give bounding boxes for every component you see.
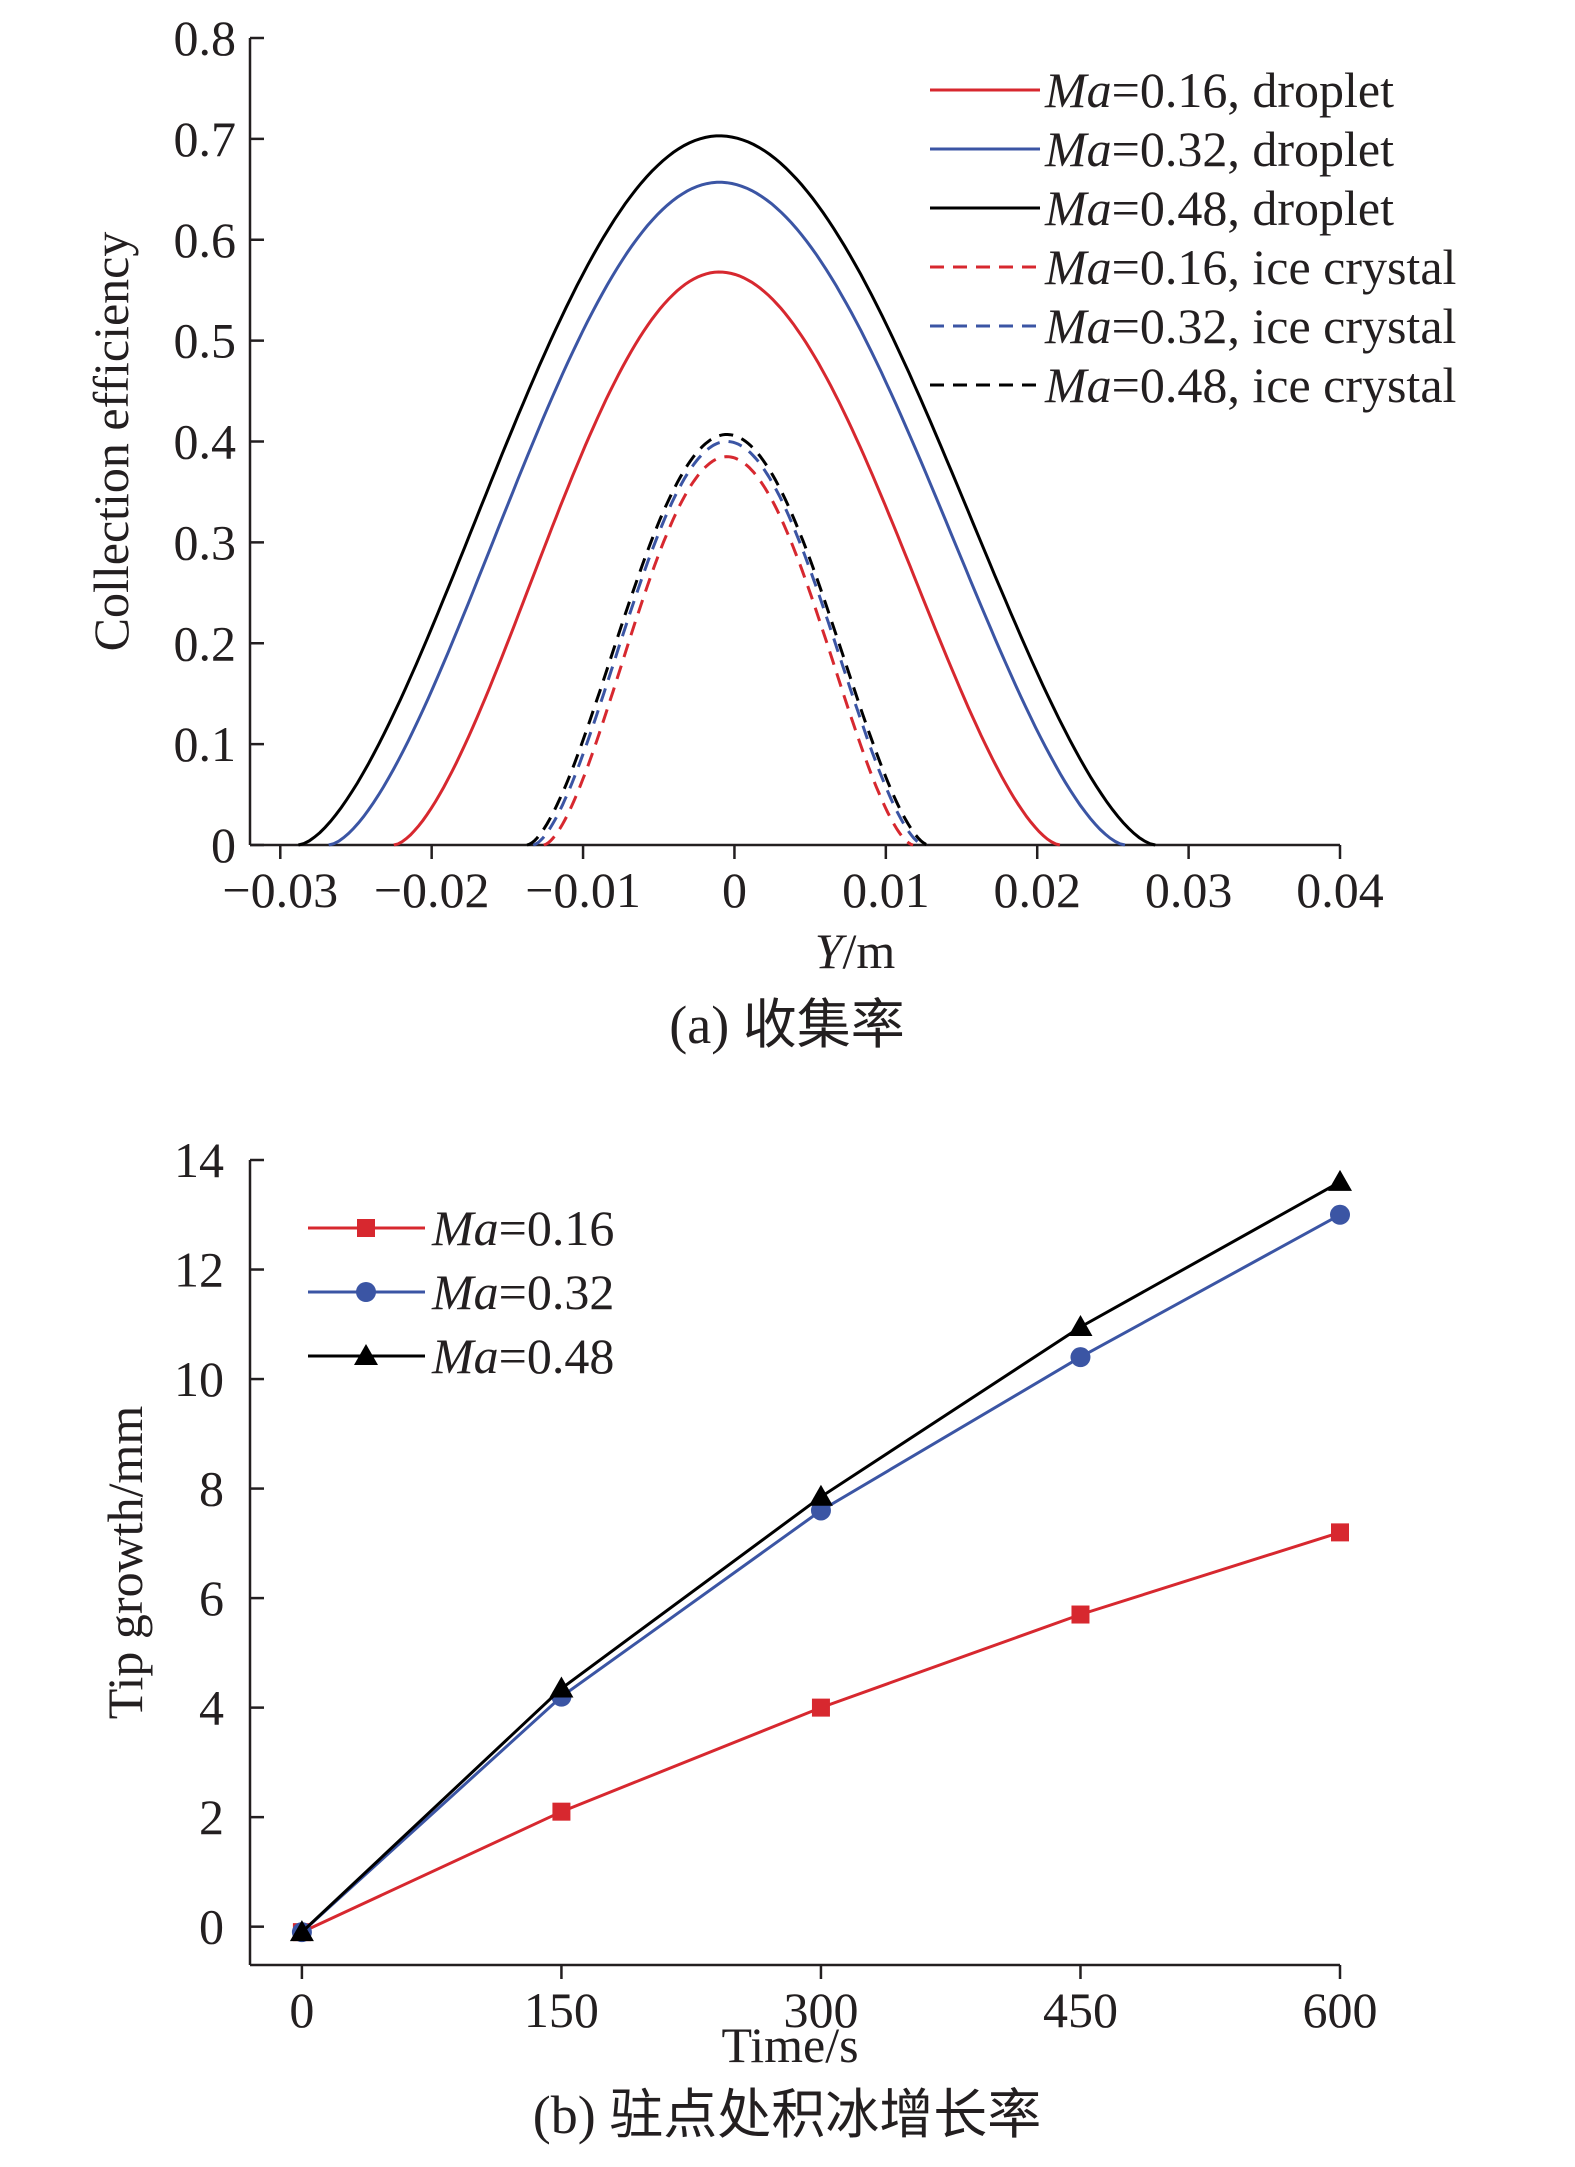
chart-b-series-3-point xyxy=(1328,1169,1352,1191)
chart-a-legend-label: Ma=0.32, droplet xyxy=(1044,121,1394,177)
chart-b-series-3-point xyxy=(1068,1315,1093,1337)
chart-b-caption: (b) 驻点处积冰增长率 xyxy=(533,2085,1041,2145)
chart-a-y-tick-label: 0.7 xyxy=(174,111,237,167)
chart-b-x-tick-label: 150 xyxy=(524,1982,599,2038)
chart-a-y-tick-label: 0 xyxy=(211,817,236,873)
chart-b-y-tick-label: 10 xyxy=(174,1351,224,1407)
chart-a-x-tick-label: −0.02 xyxy=(374,862,490,918)
chart-b-legend-label: Ma=0.48 xyxy=(431,1328,614,1384)
chart-b-legend-label: Ma=0.32 xyxy=(431,1264,614,1320)
chart-b-legend-marker xyxy=(357,1219,375,1237)
chart-b-series-3-point xyxy=(289,1920,314,1942)
chart-a-y-tick-label: 0.8 xyxy=(174,10,237,66)
chart-a-y-tick-label: 0.6 xyxy=(174,212,237,268)
chart-a-x-tick-label: 0 xyxy=(722,862,747,918)
chart-b-x-axis-label: Time/s xyxy=(721,2017,858,2073)
chart-a-series-2 xyxy=(328,180,1126,847)
chart-a-series-5 xyxy=(532,440,925,847)
chart-a-x-tick-label: −0.03 xyxy=(222,862,338,918)
chart-a-x-axis-label: Y/m xyxy=(815,923,896,979)
chart-a-series-6 xyxy=(526,433,929,847)
chart-a-legend-label: Ma=0.48, ice crystal xyxy=(1044,357,1456,413)
chart-a-y-tick-label: 0.1 xyxy=(174,716,237,772)
chart-b-y-tick-label: 14 xyxy=(174,1132,224,1188)
chart-b-x-tick-label: 0 xyxy=(289,1982,314,2038)
chart-b-series-1-point xyxy=(1071,1605,1090,1624)
chart-b-legend-marker xyxy=(356,1282,376,1302)
chart-b-y-tick-label: 4 xyxy=(199,1680,224,1736)
chart-a-x-tick-label: 0.01 xyxy=(842,862,930,918)
chart-b-y-tick-label: 0 xyxy=(199,1899,224,1955)
chart-a-x-tick-label: 0.03 xyxy=(1145,862,1233,918)
chart-a-x-tick-label: 0.04 xyxy=(1296,862,1384,918)
chart-a-series-3 xyxy=(298,134,1156,847)
chart-a: 0 0.1 0.2 0.3 0.4 0.5 0.6 0.7 0.8 −0.03 −0.02 −0.01… xyxy=(83,10,1456,979)
chart-b-legend-label: Ma=0.16 xyxy=(431,1200,614,1256)
chart-a-legend-label: Ma=0.32, ice crystal xyxy=(1044,298,1456,354)
chart-b-series-1-line xyxy=(301,1530,1341,1934)
chart-b-x-tick-label: 300 xyxy=(783,1982,858,2038)
chart-b-y-tick-label: 8 xyxy=(199,1461,224,1517)
chart-b-series-1-point xyxy=(811,1698,830,1717)
chart-a-x-tick-label: 0.02 xyxy=(993,862,1081,918)
chart-b: 0 2 4 6 8 10 12 14 0 150 300 450 600 Time/s Tip growth… xyxy=(97,1132,1378,2073)
chart-a-y-tick-label: 0.3 xyxy=(174,514,237,570)
chart-b-y-tick-label: 2 xyxy=(199,1789,224,1845)
chart-a-y-tick-label: 0.4 xyxy=(174,414,237,470)
chart-a-x-tick-label: −0.01 xyxy=(525,862,641,918)
chart-b-legend-marker xyxy=(354,1344,378,1365)
chart-b-x-tick-label: 450 xyxy=(1043,1982,1118,2038)
chart-a-y-tick-label: 0.2 xyxy=(174,615,237,671)
chart-a-legend-label: Ma=0.48, droplet xyxy=(1044,180,1394,236)
chart-b-y-tick-label: 6 xyxy=(199,1570,224,1626)
chart-a-series-1 xyxy=(393,270,1061,847)
chart-b-series-1-point xyxy=(1331,1523,1349,1542)
chart-b-y-tick-label: 12 xyxy=(174,1242,224,1298)
chart-b-series-2-point xyxy=(1330,1204,1350,1225)
chart-a-legend-label: Ma=0.16, droplet xyxy=(1044,62,1394,118)
chart-b-series-3-point xyxy=(549,1676,574,1698)
chart-a-caption: (a) 收集率 xyxy=(669,995,904,1055)
chart-b-series-3-point xyxy=(808,1484,833,1506)
chart-a-y-tick-label: 0.5 xyxy=(174,313,237,369)
chart-b-y-axis-label: Tip growth/mm xyxy=(97,1406,153,1720)
chart-b-series-2-line xyxy=(300,1213,1341,1934)
chart-a-legend-label: Ma=0.16, ice crystal xyxy=(1044,239,1456,295)
chart-a-series-4 xyxy=(543,455,914,847)
chart-b-series-2-point xyxy=(1070,1347,1091,1368)
chart-a-y-axis-label: Collection efficiency xyxy=(83,232,139,652)
chart-b-series-1-point xyxy=(552,1802,571,1821)
chart-b-x-tick-label: 600 xyxy=(1303,1982,1378,2038)
